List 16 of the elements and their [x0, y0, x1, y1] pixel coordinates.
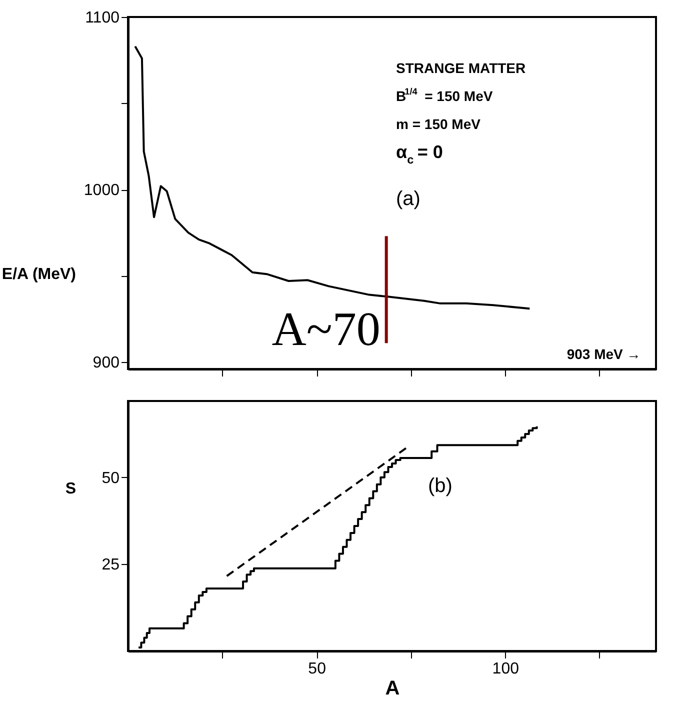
annotation: (b)	[428, 475, 452, 497]
y-tick-label: 1000	[84, 182, 120, 200]
y-axis-title: E/A (MeV)	[2, 266, 76, 283]
x-tick-label: 100	[492, 660, 520, 678]
line-series	[134, 45, 531, 310]
annotation: STRANGE MATTER	[396, 60, 526, 76]
y-tick-label: 1100	[85, 10, 120, 26]
y-tick-label: 900	[92, 354, 120, 372]
y-tick-label: 25	[102, 556, 120, 574]
annotation: m = 150 MeV	[396, 116, 482, 132]
annotation: (a)	[396, 188, 420, 210]
y-tick-label: 50	[102, 470, 120, 487]
y-axis-title: S	[65, 480, 76, 498]
annotation: 903 MeV →	[566, 346, 641, 362]
x-axis-title: A	[385, 678, 400, 700]
annotation: A~70	[272, 303, 380, 356]
